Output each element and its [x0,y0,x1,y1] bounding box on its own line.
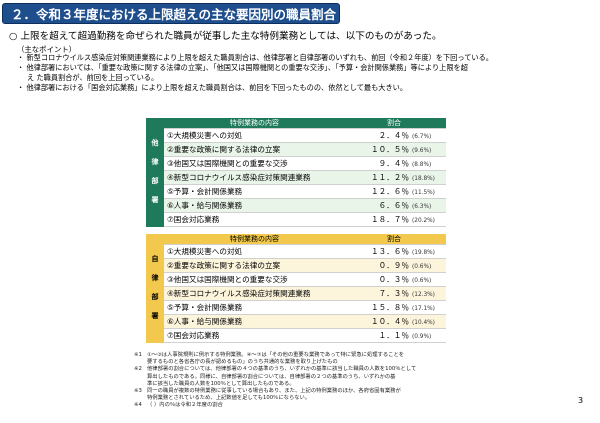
table-row: ⑥人事・給与関係業務 １０．４％ (10.4%) [146,314,446,329]
footnote-cont: 要するものと各省各庁の長が認めるもの」のうち共通的な業務を取り上げたもの [147,359,338,366]
table-header-rate: 割合 [345,234,446,245]
prev-rate: (8.8%) [412,162,432,168]
point-item: え た職員割合が、前回を上回っている。 [27,73,159,82]
table-row: ④新型コロナウイルス感染症対策関連業務 １１．２％ (18.8%) [146,170,446,185]
rate-value: ６．６％ [378,201,409,210]
jiritsu-side-label: 自律部署 [146,234,164,343]
key-points: ・ 新型コロナウイルス感染症対策関連業務により上限を超えた職員割合は、他律部署と… [17,53,592,93]
table-row: ②重要な政策に関する法律の立案 ０．９％ (0.6%) [146,258,446,273]
prev-rate: (19.8%) [412,250,435,256]
rate-value: ２．４％ [378,131,409,140]
footnote: ※2 他律部署の割合については、他律部署の４つの基準のうち、いずれかの基準に該当し… [134,366,417,373]
point-item: ・ 他律部署においては、「重要な政策に関する法律の立案」、「他国又は国際機関との… [17,63,468,72]
prev-rate: (6.7%) [412,134,432,140]
footnote-cont: 準に該当した職員の人数を100％として算出したものである。 [147,380,295,387]
tariku-side-label: 他律部署 [146,118,164,227]
prev-rate: (0.6%) [412,278,432,284]
table-row: ⑥人事・給与関係業務 ６．６％ (6.3%) [146,198,446,213]
rate-value: １２．６％ [371,187,409,196]
table-row: ⑦国会対応業務 １．１％ (0.9%) [146,328,446,343]
prev-rate: (18.8%) [412,176,435,182]
table-row: ⑦国会対応業務 １８．７％ (20.2%) [146,212,446,227]
footnote: ※1 ①～③は人事院規則に例示する特例業務。④～⑦は「その他の重要な業務であって特… [134,352,405,358]
prev-rate: (17.1%) [412,306,435,312]
footnote: ※3 同一の職員が複数の特例業務に従事している場合もあり、また、上記の特例業務のほ… [134,388,401,395]
rate-value: ０．９％ [378,261,409,270]
task-cell: ⑥人事・給与関係業務 [164,198,345,213]
prev-rate: (11.5%) [412,190,435,196]
prev-rate: (0.6%) [412,264,432,270]
table-row: ①大規模災害への対処 １３．６％ (19.8%) [146,244,446,259]
footnote: ※4 （ ）内の％は令和２年度の割合 [134,402,223,409]
headline: ○ 上限を超えて超過勤務を命ぜられた職員が従事した主な特例業務としては、以下のも… [9,31,442,42]
table-header-rate: 割合 [345,118,446,129]
task-cell: ⑦国会対応業務 [164,212,345,227]
task-cell: ②重要な政策に関する法律の立案 [164,142,345,157]
rate-value: １０．４％ [371,317,409,326]
task-cell: ⑤予算・会計関係業務 [164,184,345,199]
task-cell: ⑦国会対応業務 [164,328,345,343]
prev-rate: (0.9%) [412,334,432,340]
table-row: ①大規模災害への対処 ２．４％ (6.7%) [146,128,446,143]
task-cell: ⑤予算・会計関係業務 [164,300,345,315]
table-header-task: 特例業務の内容 [164,234,345,245]
prev-rate: (20.2%) [412,218,435,224]
task-cell: ④新型コロナウイルス感染症対策関連業務 [164,286,345,301]
prev-rate: (12.3%) [412,292,435,298]
prev-rate: (9.6%) [412,148,432,154]
tariku-table: 他律部署 特例業務の内容 割合 ①大規模災害への対処 ２．４％ (6.7%) ②重要… [146,118,446,227]
point-item: ・ 新型コロナウイルス感染症対策関連業務により上限を超えた職員割合は、他律部署と… [17,53,493,62]
footnote-cont: 特例業務とされているため、上記数値を足しても100％にならない。 [147,395,311,402]
task-cell: ③他国又は国際機関との重要な交渉 [164,272,345,287]
points-label: （主なポイント） [17,45,77,54]
page-number: 3 [578,396,584,405]
task-cell: ③他国又は国際機関との重要な交渉 [164,156,345,171]
rate-value: １．１％ [378,331,409,340]
rate-value: １３．６％ [371,247,409,256]
rate-value: １１．２％ [371,173,409,182]
section-title: ２．令和３年度における上限超えの主な要因別の職員割合 [2,3,340,24]
rate-value: ９．４％ [378,159,409,168]
footnotes: ※1 ①～③は人事院規則に例示する特例業務。④～⑦は「その他の重要な業務であって特… [134,352,567,410]
task-cell: ②重要な政策に関する法律の立案 [164,258,345,273]
table-row: ②重要な政策に関する法律の立案 １０．５％ (9.6%) [146,142,446,157]
prev-rate: (6.3%) [412,204,432,210]
point-item: ・ 他律部署における「国会対応業務」により上限を超えた職員割合は、前回を下回った… [17,83,408,92]
task-cell: ④新型コロナウイルス感染症対策関連業務 [164,170,345,185]
task-cell: ⑥人事・給与関係業務 [164,314,345,329]
rate-value: １５．８％ [371,303,409,312]
prev-rate: (10.4%) [412,320,435,326]
task-cell: ①大規模災害への対処 [164,128,345,143]
table-row: ⑤予算・会計関係業務 １２．６％ (11.5%) [146,184,446,199]
table-row: ③他国又は国際機関との重要な交渉 ０．３％ (0.6%) [146,272,446,287]
table-row: ④新型コロナウイルス感染症対策関連業務 ７．３％ (12.3%) [146,286,446,301]
rate-value: １０．５％ [371,145,409,154]
table-row: ③他国又は国際機関との重要な交渉 ９．４％ (8.8%) [146,156,446,171]
footnote-cont: 算出したものである。同様に、自律部署の割合については、自律部署の２つの基準のうち… [147,373,396,380]
task-cell: ①大規模災害への対処 [164,244,345,259]
table-header-task: 特例業務の内容 [164,118,345,129]
rate-value: ０．３％ [378,275,409,284]
jiritsu-table: 自律部署 特例業務の内容 割合 ①大規模災害への対処 １３．６％ (19.8%) ②… [146,234,446,343]
rate-value: １８．７％ [371,215,409,224]
rate-value: ７．３％ [378,289,409,298]
table-row: ⑤予算・会計関係業務 １５．８％ (17.1%) [146,300,446,315]
